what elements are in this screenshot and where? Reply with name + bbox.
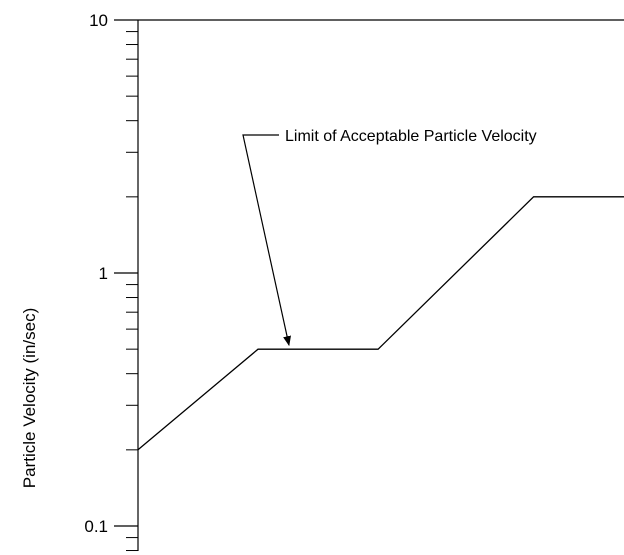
y-ticks [114, 19, 138, 552]
annotation-arrow [242, 134, 291, 347]
y-axis-label: Particle Velocity (in/sec) [20, 308, 39, 488]
axes [137, 19, 624, 551]
annotation-label: Limit of Acceptable Particle Velocity [285, 128, 537, 145]
y-tick-label: 0.1 [84, 517, 108, 536]
labels-group: 10 1 0.1 Particle Velocity (in/sec) [20, 11, 108, 536]
series-group [137, 196, 624, 451]
y-tick-label: 10 [89, 11, 108, 30]
series-line [137, 196, 624, 451]
y-tick-label: 1 [99, 264, 108, 283]
annotation-group: Limit of Acceptable Particle Velocity [242, 128, 537, 347]
